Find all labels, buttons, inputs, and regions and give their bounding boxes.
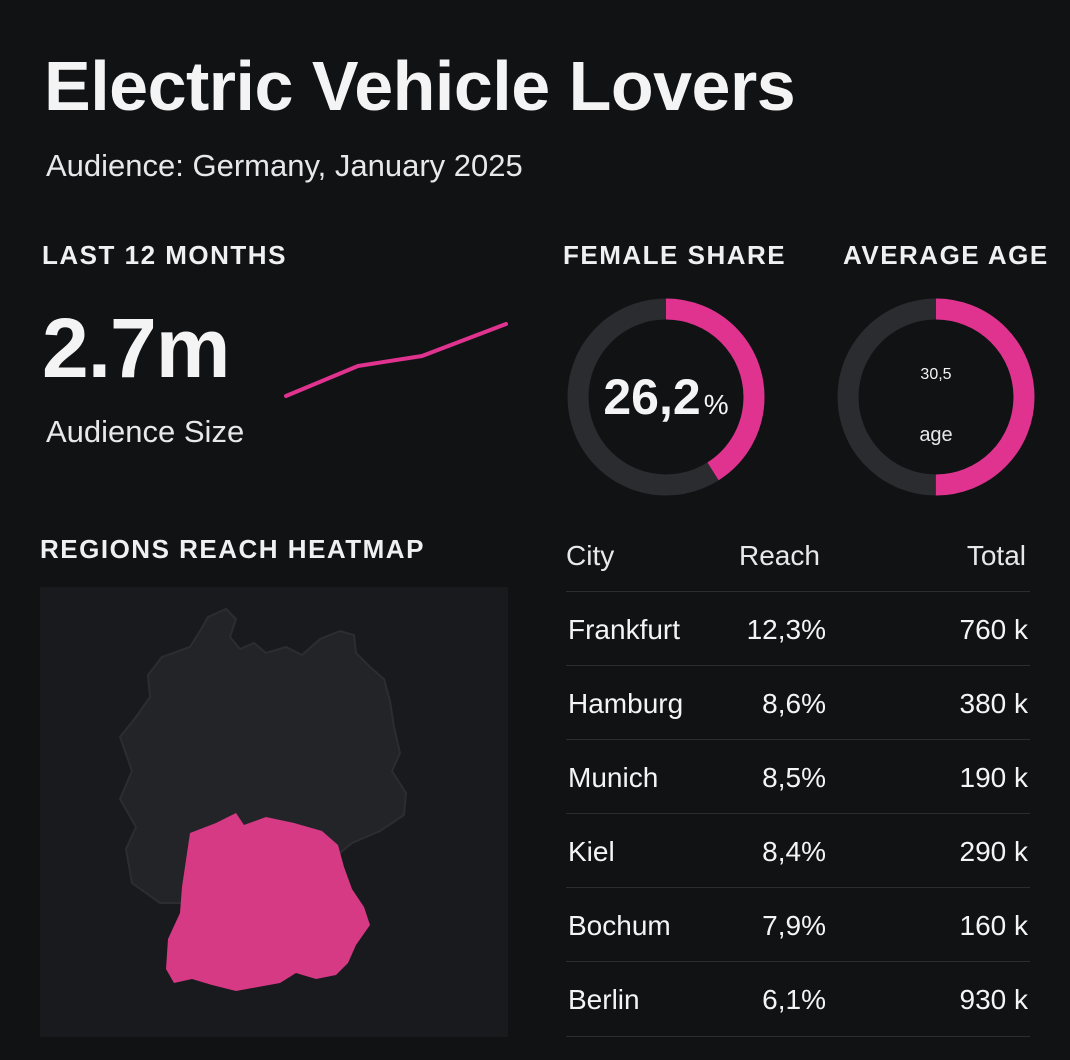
table-row: Munich 8,5% 190 k xyxy=(566,739,1030,814)
table-row: Berlin 6,1% 930 k xyxy=(566,961,1030,1037)
total-cell: 380 k xyxy=(959,688,1029,719)
table-row: Kiel 8,4% 290 k xyxy=(566,813,1030,888)
page-subtitle: Audience: Germany, January 2025 xyxy=(46,148,523,183)
female-share-unit: % xyxy=(703,389,729,420)
city-cell: Hamburg xyxy=(568,688,684,719)
city-cell: Bochum xyxy=(568,910,671,941)
reach-cell: 8,4% xyxy=(762,836,826,867)
table-row: Hamburg 8,6% 380 k xyxy=(566,665,1030,740)
audience-size-caption: Audience Size xyxy=(46,414,245,449)
average-age-value: 30,5 xyxy=(920,366,952,383)
page-title: Electric Vehicle Lovers xyxy=(44,47,796,125)
city-cell: Berlin xyxy=(568,984,640,1015)
female-share-ring xyxy=(567,298,765,496)
audience-size-value: 2.7m xyxy=(42,301,230,395)
reach-cell: 6,1% xyxy=(762,984,826,1015)
total-cell: 930 k xyxy=(959,984,1029,1015)
reach-cell: 8,6% xyxy=(762,688,826,719)
reach-cell: 7,9% xyxy=(762,910,826,941)
female-share-label: FEMALE SHARE xyxy=(563,240,787,270)
total-cell: 760 k xyxy=(959,614,1029,645)
heatmap-panel xyxy=(40,587,508,1037)
column-header-total: Total xyxy=(966,540,1026,571)
total-cell: 160 k xyxy=(959,910,1029,941)
average-age-label: AVERAGE AGE xyxy=(843,240,1049,270)
reach-cell: 12,3% xyxy=(746,614,826,645)
female-share-value-group: 26,2% xyxy=(566,368,766,426)
average-age-unit: age xyxy=(919,424,953,446)
reach-cell: 8,5% xyxy=(762,762,826,793)
average-age-ring xyxy=(837,298,1035,496)
city-cell: Munich xyxy=(568,762,659,793)
total-cell: 290 k xyxy=(959,836,1029,867)
table-row: Frankfurt 12,3% 760 k xyxy=(566,591,1030,666)
city-cell: Kiel xyxy=(568,836,615,867)
table-row: Bochum 7,9% 160 k xyxy=(566,887,1030,962)
female-share-value: 26,2 xyxy=(603,369,701,425)
column-header-reach: Reach xyxy=(739,540,820,571)
column-header-city: City xyxy=(566,540,615,571)
audience-section-label: LAST 12 MONTHS xyxy=(42,240,287,270)
total-cell: 190 k xyxy=(959,762,1029,793)
average-age-donut xyxy=(837,298,1035,496)
city-cell: Frankfurt xyxy=(568,614,681,645)
trend-line-icon xyxy=(284,322,508,398)
germany-map-icon xyxy=(118,607,408,991)
female-share-donut xyxy=(567,298,765,496)
heatmap-section-label: REGIONS REACH HEATMAP xyxy=(40,534,425,564)
